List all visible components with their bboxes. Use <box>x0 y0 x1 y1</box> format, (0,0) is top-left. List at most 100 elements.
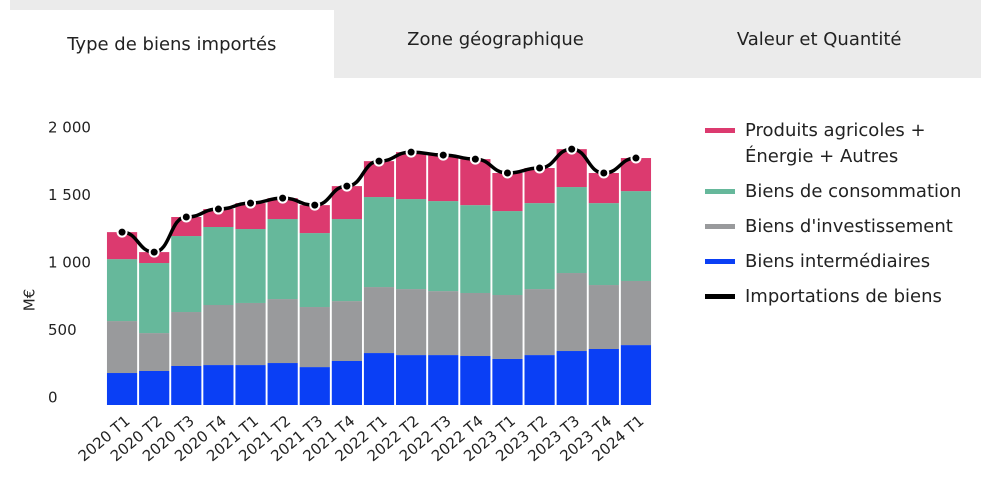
bar <box>139 333 170 371</box>
tab[interactable]: Zone géographique <box>407 28 584 50</box>
point <box>245 197 257 209</box>
bar <box>620 345 652 405</box>
bar <box>556 273 587 352</box>
bar <box>171 365 202 405</box>
bar <box>524 355 555 405</box>
point <box>437 149 449 161</box>
bar <box>203 226 234 306</box>
legend-label: Biens d'investissement <box>745 216 953 237</box>
bar <box>363 287 395 354</box>
bar <box>524 168 555 204</box>
bar <box>428 291 459 356</box>
bar <box>139 263 170 334</box>
bar <box>106 373 138 405</box>
y-tick-label: 0 <box>48 389 58 407</box>
bar <box>139 370 170 405</box>
legend-item[interactable]: Biens de consommation <box>705 179 981 205</box>
bar <box>396 199 427 290</box>
y-tick-label: 1 500 <box>48 186 91 204</box>
legend: Produits agricoles + Énergie + Autres Bie… <box>705 118 981 319</box>
bar <box>620 280 652 346</box>
point <box>277 192 289 204</box>
bar <box>267 299 298 364</box>
bar <box>363 197 395 288</box>
point <box>405 146 417 158</box>
bar <box>299 307 330 368</box>
bar <box>331 361 362 405</box>
legend-item[interactable]: Produits agricoles + Énergie + Autres <box>705 118 981 170</box>
bar <box>331 219 362 302</box>
bar <box>620 158 652 192</box>
point <box>116 226 128 238</box>
legend-label: Biens intermédiaires <box>745 251 931 272</box>
bar <box>203 365 234 405</box>
point <box>148 246 160 258</box>
bar <box>299 233 330 308</box>
bar <box>588 203 619 286</box>
bar <box>267 363 298 405</box>
y-tick-label: 1 000 <box>48 254 91 272</box>
point <box>501 167 513 179</box>
bar <box>235 229 266 303</box>
tab-bar: Type de biens importés Zone géographique… <box>10 0 981 78</box>
bar <box>524 289 555 356</box>
bar <box>203 209 234 227</box>
bar <box>428 155 459 202</box>
bar <box>299 367 330 405</box>
bar <box>396 289 427 356</box>
bar <box>492 211 523 296</box>
bar <box>460 205 491 293</box>
bar <box>171 312 202 366</box>
bar <box>460 356 491 405</box>
legend-item[interactable]: Biens intermédiaires <box>705 249 981 275</box>
point <box>212 203 224 215</box>
bar <box>363 353 395 405</box>
legend-item[interactable]: Importations de biens <box>705 284 981 310</box>
legend-swatch <box>705 224 735 229</box>
tab[interactable]: Type de biens importés <box>10 10 334 78</box>
legend-label: Importations de biens <box>745 286 942 307</box>
legend-swatch <box>705 189 735 194</box>
legend-swatch <box>705 259 735 264</box>
point <box>598 167 610 179</box>
bar <box>428 355 459 405</box>
bar <box>267 219 298 300</box>
legend-item[interactable]: Biens d'investissement <box>705 214 981 240</box>
legend-swatch <box>705 128 735 133</box>
point <box>630 152 642 164</box>
bar <box>331 301 362 362</box>
bar <box>524 203 555 290</box>
bar <box>396 152 427 200</box>
bar <box>492 173 523 212</box>
bar <box>556 187 587 274</box>
bar <box>267 198 298 220</box>
legend-label: Biens de consommation <box>745 181 962 202</box>
bar <box>460 292 491 357</box>
bar <box>106 259 138 322</box>
bar <box>106 321 138 374</box>
point <box>309 199 321 211</box>
bar <box>588 348 619 405</box>
bar <box>620 191 652 281</box>
bar <box>235 302 266 366</box>
legend-swatch <box>705 294 735 299</box>
point <box>341 180 353 192</box>
tab[interactable]: Valeur et Quantité <box>736 28 902 50</box>
bar <box>396 355 427 405</box>
y-tick-label: 2 000 <box>48 119 91 137</box>
point <box>534 162 546 174</box>
bar <box>203 305 234 366</box>
y-tick-label: 500 <box>48 321 77 339</box>
y-axis-label: M€ <box>21 289 39 312</box>
point <box>469 153 481 165</box>
bar <box>460 159 491 206</box>
bar <box>171 236 202 313</box>
bar <box>556 351 587 405</box>
legend-label: Produits agricoles + Énergie + Autres <box>745 120 926 167</box>
bar <box>492 358 523 405</box>
bar <box>492 295 523 359</box>
point <box>566 143 578 155</box>
bar <box>588 285 619 349</box>
